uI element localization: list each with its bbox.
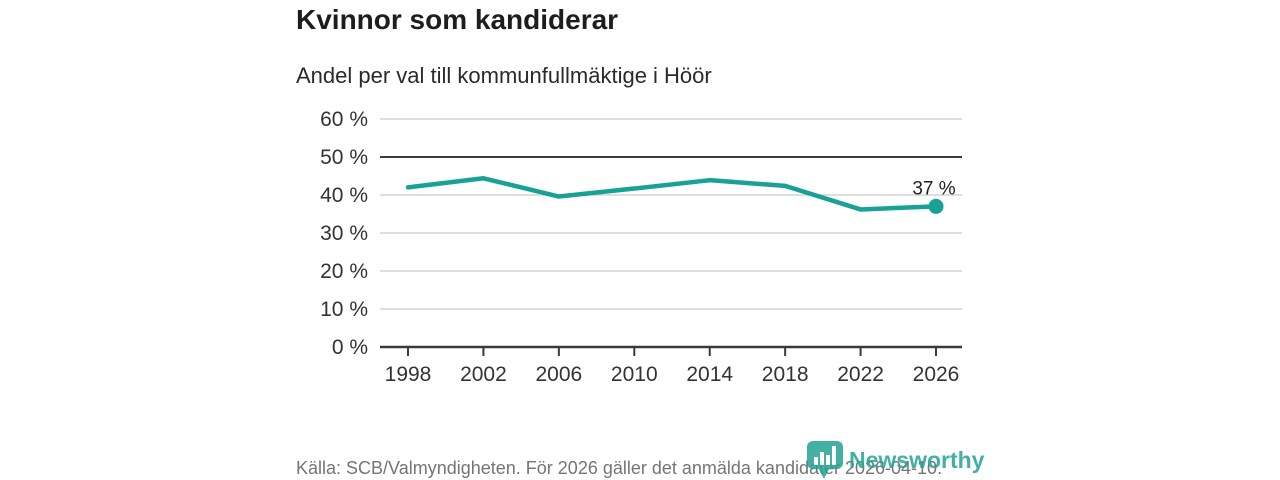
newsworthy-wordmark: Newsworthy: [849, 446, 985, 473]
x-axis-tick-label: 2014: [686, 363, 733, 386]
end-value-label: 37 %: [912, 178, 955, 199]
y-axis-tick-label: 20 %: [320, 260, 368, 283]
y-axis-tick-label: 10 %: [320, 298, 368, 321]
x-axis-tick-label: 2010: [611, 363, 658, 386]
y-axis-tick-label: 0 %: [332, 336, 368, 359]
y-axis-tick-label: 40 %: [320, 184, 368, 207]
x-axis-tick-label: 2022: [837, 363, 884, 386]
data-line: [405, 176, 939, 212]
source-note: Källa: SCB/Valmyndigheten. För 2026 gäll…: [296, 458, 943, 478]
pin-shape: [807, 441, 843, 479]
y-axis-tick-label: 50 %: [320, 146, 368, 169]
y-axis-tick-label: 30 %: [320, 222, 368, 245]
bar-1: [814, 457, 818, 465]
newsworthy-bar-chart-pin-icon: [807, 441, 843, 479]
newsworthy-logo: Newsworthy: [806, 440, 984, 480]
chart-subtitle: Andel per val till kommunfullmäktige i H…: [296, 63, 712, 88]
bar-2: [820, 452, 824, 465]
x-axis-tick-label: 2006: [536, 363, 583, 386]
x-axis-tick-label: 2026: [913, 363, 960, 386]
end-point-marker: [928, 198, 944, 214]
bar-3: [826, 455, 830, 465]
x-axis-tick-label: 1998: [385, 363, 432, 386]
y-axis-tick-label: 60 %: [320, 108, 368, 131]
x-axis-tick-label: 2018: [762, 363, 809, 386]
x-axis-tick-label: 2002: [460, 363, 507, 386]
bar-4: [832, 446, 836, 465]
page-title: Kvinnor som kandiderar: [296, 4, 619, 35]
